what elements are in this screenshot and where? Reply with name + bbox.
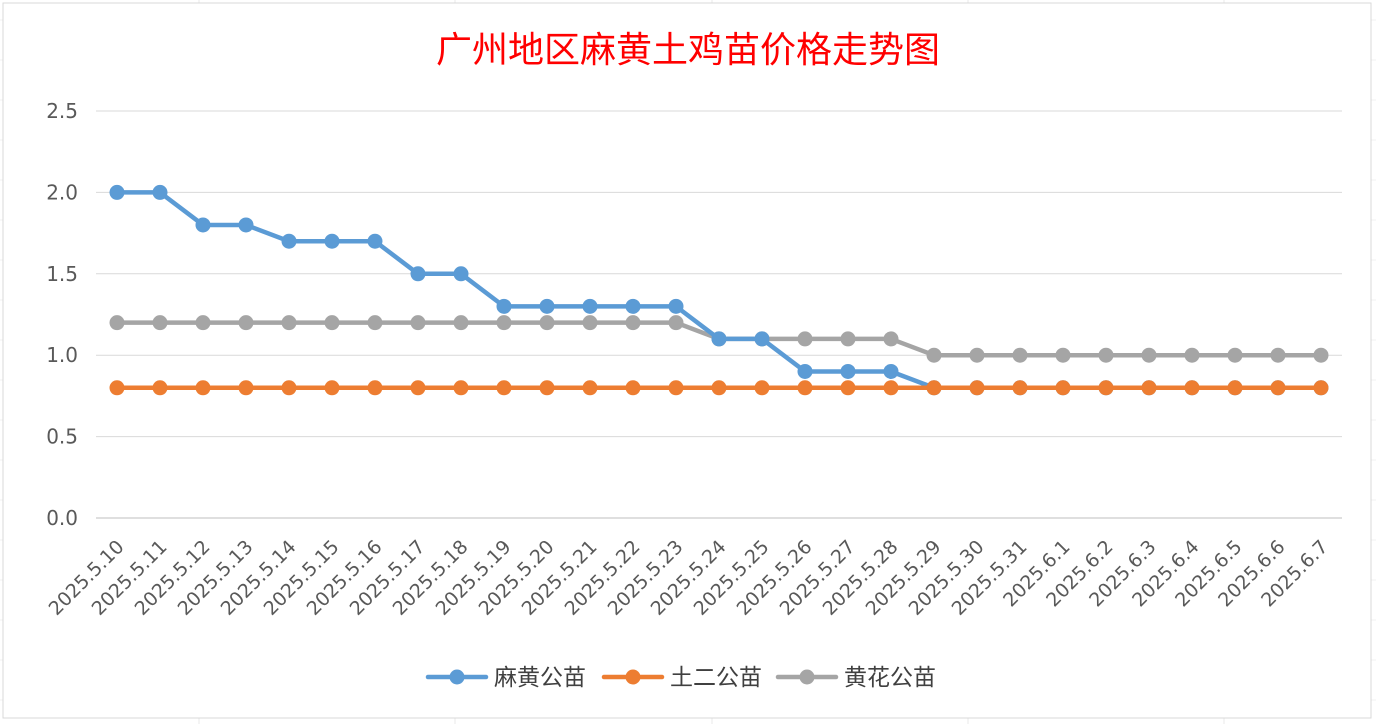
data-point [926,380,942,396]
data-point [238,315,254,331]
data-point [367,315,383,331]
legend-swatch-marker [799,669,815,685]
data-point [582,315,598,331]
data-point [195,380,211,396]
data-point [152,184,168,200]
legend: 麻黄公苗 土二公苗 黄花公苗 [425,665,936,691]
data-point [883,363,899,379]
data-point [1227,347,1243,363]
data-point [453,315,469,331]
data-point [410,315,426,331]
data-point [453,380,469,396]
data-point [539,315,555,331]
data-point [496,298,512,314]
data-point [195,217,211,233]
data-point [1184,380,1200,396]
data-point [281,315,297,331]
data-point [883,331,899,347]
data-point [1012,347,1028,363]
data-point [1012,380,1028,396]
data-point [1055,347,1071,363]
legend-label: 麻黄公苗 [494,665,586,691]
y-tick-label: 0.0 [46,506,78,530]
y-axis-tick-labels: 0.0 0.5 1.0 1.5 2.0 2.5 [46,99,78,530]
y-tick-label: 1.5 [46,262,78,286]
data-point [668,315,684,331]
y-tick-label: 0.5 [46,425,78,449]
data-point [625,380,641,396]
data-point [969,380,985,396]
data-point [625,315,641,331]
data-point [1270,380,1286,396]
data-point [539,380,555,396]
data-point [969,347,985,363]
data-point [668,298,684,314]
data-point [324,380,340,396]
data-point [1270,347,1286,363]
legend-item: 黄花公苗 [775,665,936,691]
data-point [1313,347,1329,363]
gridlines [96,110,1342,519]
data-point [754,331,770,347]
y-tick-label: 1.0 [46,343,78,367]
data-point [1141,347,1157,363]
legend-label: 黄花公苗 [844,665,936,691]
data-point [324,233,340,249]
data-point [797,380,813,396]
data-point [1098,347,1114,363]
data-point [840,331,856,347]
chart-title: 广州地区麻黄土鸡苗价格走势图 [436,30,940,71]
data-point [1098,380,1114,396]
data-point [883,380,899,396]
y-tick-label: 2.5 [46,99,78,123]
data-point [238,217,254,233]
data-point [281,380,297,396]
data-point [152,380,168,396]
data-point [410,266,426,282]
data-point [367,380,383,396]
data-point [1313,380,1329,396]
data-point [754,380,770,396]
data-point [281,233,297,249]
series-2 [109,380,1329,396]
data-point [711,331,727,347]
legend-item: 土二公苗 [601,665,762,691]
legend-item: 麻黄公苗 [425,665,586,691]
legend-label: 土二公苗 [670,665,762,691]
data-point [926,347,942,363]
data-point [109,315,125,331]
data-point [582,298,598,314]
data-point [109,380,125,396]
data-point [1055,380,1071,396]
data-point [1184,347,1200,363]
data-point [496,315,512,331]
data-point [582,380,598,396]
data-point [410,380,426,396]
data-point [1227,380,1243,396]
data-point [238,380,254,396]
data-point [711,380,727,396]
data-point [453,266,469,282]
legend-swatch-marker [625,669,641,685]
data-point [797,363,813,379]
data-point [109,184,125,200]
data-point [840,363,856,379]
data-point [625,298,641,314]
data-point [367,233,383,249]
data-point [496,380,512,396]
legend-swatch-marker [449,669,465,685]
data-point [668,380,684,396]
data-point [195,315,211,331]
data-point [1141,380,1157,396]
data-point [840,380,856,396]
data-point [152,315,168,331]
series-layer [109,184,1329,396]
y-tick-label: 2.0 [46,180,78,204]
data-point [797,331,813,347]
data-point [539,298,555,314]
data-point [324,315,340,331]
